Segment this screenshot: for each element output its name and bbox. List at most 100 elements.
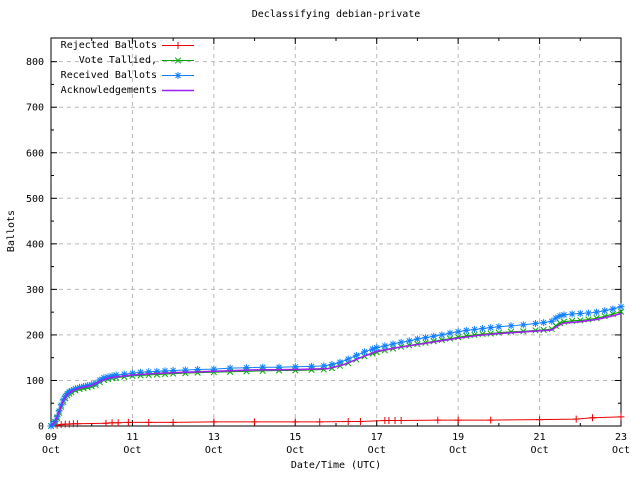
data-point-marker bbox=[174, 57, 182, 64]
x-tick-label-day: 09 bbox=[45, 432, 57, 443]
data-point-marker bbox=[291, 418, 299, 426]
data-point-marker bbox=[422, 334, 430, 342]
legend-label: Received Ballots bbox=[60, 70, 157, 81]
data-point-marker bbox=[344, 355, 352, 363]
data-point-marker bbox=[73, 420, 81, 428]
x-tick-label-month: Oct bbox=[531, 445, 549, 456]
data-point-marker bbox=[259, 363, 267, 371]
data-point-marker bbox=[617, 413, 625, 421]
data-point-marker bbox=[71, 385, 79, 393]
data-point-marker bbox=[344, 417, 352, 425]
data-point-marker bbox=[275, 363, 283, 371]
x-tick-label-month: Oct bbox=[449, 445, 467, 456]
data-point-marker bbox=[556, 312, 564, 320]
data-point-marker bbox=[114, 419, 122, 427]
data-point-marker bbox=[593, 308, 601, 316]
x-tick-label-month: Oct bbox=[42, 445, 60, 456]
data-point-marker bbox=[405, 337, 413, 345]
x-tick-label-day: 19 bbox=[452, 432, 464, 443]
legend-entry-acknowledgements: Acknowledgements bbox=[55, 83, 195, 98]
x-tick-label-month: Oct bbox=[612, 445, 630, 456]
data-point-marker bbox=[413, 335, 421, 343]
y-tick-label: 100 bbox=[26, 376, 44, 387]
data-point-marker bbox=[76, 383, 83, 391]
data-point-marker bbox=[540, 319, 548, 327]
data-point-marker bbox=[454, 328, 462, 336]
data-point-marker bbox=[369, 345, 377, 353]
data-point-marker bbox=[194, 366, 202, 374]
x-tick-label-day: 17 bbox=[371, 432, 383, 443]
data-point-marker bbox=[576, 310, 584, 318]
data-point-marker bbox=[169, 366, 177, 374]
data-point-marker bbox=[124, 418, 132, 426]
data-point-marker bbox=[487, 324, 495, 332]
data-point-marker bbox=[568, 310, 576, 318]
x-tick-label-day: 21 bbox=[534, 432, 546, 443]
data-point-marker bbox=[120, 370, 128, 378]
x-tick-label-month: Oct bbox=[123, 445, 141, 456]
data-point-marker bbox=[336, 358, 344, 366]
series-line bbox=[50, 311, 622, 427]
data-point-marker bbox=[601, 307, 609, 315]
legend-line-sample-icon bbox=[162, 89, 194, 92]
data-point-marker bbox=[434, 416, 442, 424]
x-tick-label-month: Oct bbox=[205, 445, 223, 456]
data-point-marker bbox=[174, 72, 182, 79]
x-tick-label-day: 11 bbox=[126, 432, 138, 443]
data-point-marker bbox=[88, 381, 96, 389]
data-point-marker bbox=[552, 314, 560, 322]
data-point-marker bbox=[397, 338, 405, 346]
data-point-marker bbox=[210, 418, 218, 426]
data-point-marker bbox=[145, 368, 153, 376]
data-point-marker bbox=[487, 416, 495, 424]
data-point-marker bbox=[584, 309, 592, 317]
data-point-marker bbox=[495, 323, 503, 331]
y-tick-label: 700 bbox=[26, 103, 44, 114]
data-point-marker bbox=[462, 326, 470, 334]
data-point-marker bbox=[617, 303, 625, 311]
data-point-marker bbox=[112, 371, 120, 379]
chart-legend: Rejected Ballots Vote Tallied, Received … bbox=[55, 38, 195, 98]
data-point-marker bbox=[145, 418, 153, 426]
x-tick-label-day: 13 bbox=[208, 432, 220, 443]
data-point-marker bbox=[454, 416, 462, 424]
data-point-marker bbox=[251, 418, 259, 426]
data-point-marker bbox=[153, 367, 161, 375]
legend-entry-received-ballots: Received Ballots bbox=[55, 68, 195, 83]
legend-entry-vote-tallied: Vote Tallied, bbox=[55, 53, 195, 68]
data-point-marker bbox=[352, 351, 360, 359]
data-point-marker bbox=[181, 366, 189, 374]
data-point-marker bbox=[560, 311, 568, 319]
y-tick-label: 800 bbox=[26, 57, 44, 68]
data-point-marker bbox=[226, 364, 234, 372]
data-point-marker bbox=[519, 321, 527, 329]
legend-line-sample-icon bbox=[162, 42, 194, 49]
x-tick-label-day: 15 bbox=[289, 432, 301, 443]
data-point-marker bbox=[137, 368, 145, 376]
data-point-marker bbox=[161, 367, 169, 375]
y-tick-label: 300 bbox=[26, 285, 44, 296]
data-point-marker bbox=[128, 369, 136, 377]
data-point-marker bbox=[507, 322, 515, 330]
data-point-marker bbox=[532, 320, 539, 328]
legend-entry-rejected-ballots: Rejected Ballots bbox=[55, 38, 195, 53]
data-point-marker bbox=[430, 332, 438, 340]
data-point-marker bbox=[385, 417, 393, 425]
data-point-marker bbox=[104, 373, 112, 381]
data-point-marker bbox=[320, 362, 328, 370]
data-point-marker bbox=[589, 414, 596, 422]
legend-line-sample-icon bbox=[162, 57, 194, 64]
y-tick-label: 400 bbox=[26, 239, 44, 250]
data-point-marker bbox=[308, 362, 316, 370]
y-tick-label: 0 bbox=[38, 422, 44, 433]
data-point-marker bbox=[108, 419, 116, 427]
data-point-marker bbox=[438, 331, 446, 339]
data-point-marker bbox=[446, 329, 454, 337]
data-point-marker bbox=[470, 325, 478, 333]
data-point-marker bbox=[291, 363, 299, 371]
data-point-marker bbox=[210, 365, 218, 373]
data-point-marker bbox=[356, 417, 364, 425]
x-tick-label-day: 23 bbox=[615, 432, 627, 443]
legend-label: Acknowledgements bbox=[60, 85, 157, 96]
